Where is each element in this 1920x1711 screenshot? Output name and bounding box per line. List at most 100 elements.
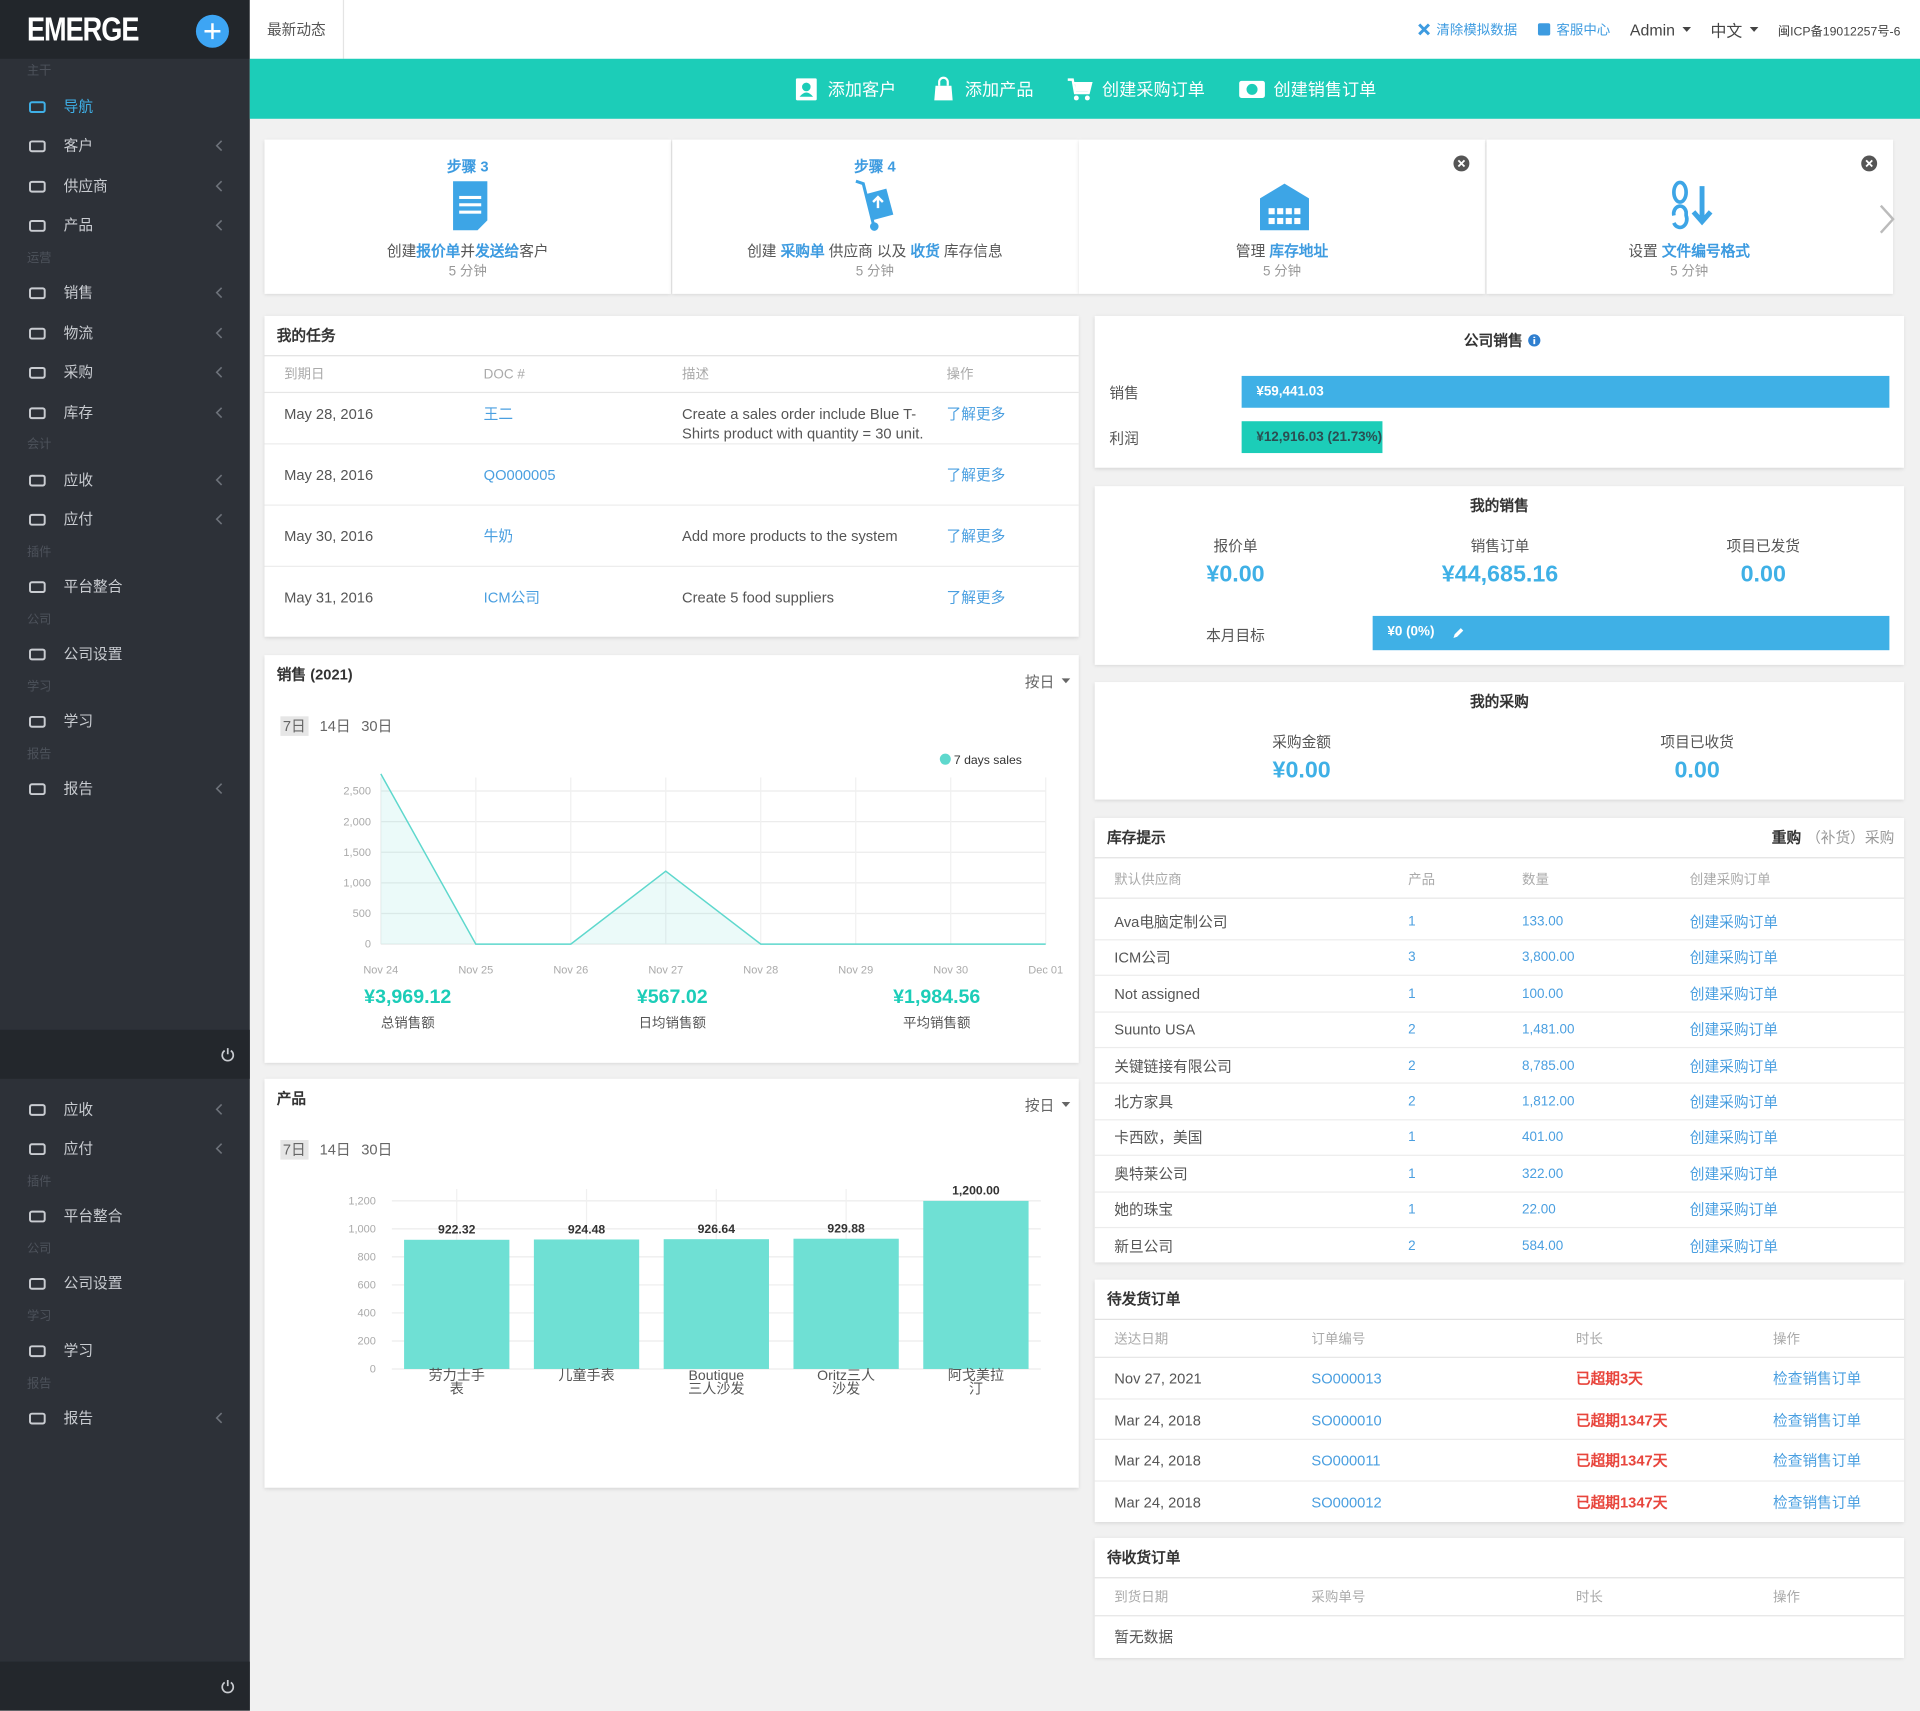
step-link[interactable]: 报价单 [416, 242, 461, 260]
order-number[interactable]: SO000012 [1311, 1493, 1382, 1511]
y-tick-label: 500 [353, 908, 371, 920]
supplier: 关键链接有限公司 [1114, 1057, 1232, 1075]
create-po-link[interactable]: 创建采购订单 [1689, 985, 1778, 1003]
step-link[interactable]: 发送给 [475, 242, 520, 260]
menu-heading: 会计 [26, 438, 52, 452]
quick-action[interactable]: 创建销售订单 [1239, 77, 1376, 101]
period-dropdown[interactable]: 按日 [1025, 1095, 1071, 1116]
create-po-link[interactable]: 创建采购订单 [1689, 1237, 1778, 1255]
menu-item[interactable]: 应收 [0, 1089, 250, 1129]
step-link[interactable]: 采购单 [780, 242, 825, 260]
menu-item[interactable]: 应收 [0, 460, 250, 500]
menu-item[interactable]: 销售 [0, 273, 250, 313]
menu-item[interactable]: 客户 [0, 126, 250, 166]
check-order-link[interactable]: 检查销售订单 [1773, 1493, 1862, 1511]
menu-label: 应收 [63, 470, 94, 488]
icon [1075, 83, 1090, 92]
title-rule [264, 355, 1079, 357]
menu-item[interactable]: 应付 [0, 1129, 250, 1169]
menu-item[interactable]: 公司设置 [0, 634, 250, 674]
task-action[interactable]: 了解更多 [946, 466, 1006, 484]
overdue: 已超期1347天 [1575, 1411, 1668, 1429]
quick-action[interactable]: 添加客户 [793, 77, 896, 101]
quick-action[interactable]: 创建采购订单 [1067, 77, 1205, 101]
step-link[interactable]: 收货 [910, 242, 940, 260]
filter-option[interactable]: 重购 [1771, 828, 1802, 847]
x-tick-label: 劳力士手表 [428, 1368, 485, 1398]
task-doc[interactable]: 牛奶 [483, 527, 514, 545]
task-action[interactable]: 了解更多 [946, 405, 1006, 423]
order-number[interactable]: SO000013 [1311, 1370, 1382, 1388]
menu-item[interactable]: 学习 [0, 1331, 250, 1371]
step-link[interactable]: 文件编号格式 [1661, 242, 1751, 260]
topbar-menu[interactable]: Admin [1630, 20, 1691, 39]
menu-item[interactable]: 学习 [0, 702, 250, 742]
power-button[interactable] [220, 1679, 235, 1694]
menu-item[interactable]: 公司设置 [0, 1264, 250, 1304]
range-tab[interactable]: 14日 [319, 1141, 351, 1159]
chevron [215, 287, 223, 299]
check-order-link[interactable]: 检查销售订单 [1773, 1411, 1862, 1429]
menu-item[interactable]: 采购 [0, 353, 250, 393]
menu-item[interactable]: 供应商 [0, 166, 250, 206]
create-po-link[interactable]: 创建采购订单 [1689, 913, 1778, 931]
column-header: 采购单号 [1311, 1590, 1366, 1606]
create-po-link[interactable]: 创建采购订单 [1689, 1021, 1778, 1039]
menu-item[interactable]: 库存 [0, 392, 250, 432]
menu-item[interactable]: 平台整合 [0, 567, 250, 607]
task-doc[interactable]: QO000005 [483, 466, 556, 484]
next-arrow[interactable] [1877, 203, 1897, 235]
menu-label: 应付 [63, 510, 94, 528]
topbar-menu[interactable]: 中文 [1711, 18, 1759, 41]
create-po-link[interactable]: 创建采购订单 [1689, 1201, 1778, 1219]
period-dropdown[interactable]: 按日 [1025, 671, 1071, 692]
menu-item[interactable]: 导航 [0, 86, 250, 126]
task-action[interactable]: 了解更多 [946, 588, 1006, 607]
topbar-tab[interactable]: 最新动态 [250, 0, 345, 59]
step-link[interactable]: 库存地址 [1269, 242, 1329, 260]
range-tab[interactable]: 7日 [280, 716, 309, 736]
add-button[interactable] [195, 14, 229, 48]
power-button[interactable] [220, 1047, 235, 1062]
close-button[interactable] [1453, 155, 1470, 172]
create-po-link[interactable]: 创建采购订单 [1689, 1129, 1778, 1147]
order-number[interactable]: SO000011 [1311, 1452, 1381, 1470]
target-bar[interactable]: ¥0 (0%) [1372, 615, 1890, 651]
column-header: 时长 [1575, 1590, 1603, 1606]
task-doc[interactable]: 王二 [483, 405, 514, 423]
menu-item[interactable]: 应付 [0, 500, 250, 540]
create-po-link[interactable]: 创建采购订单 [1689, 1093, 1778, 1111]
create-po-link[interactable]: 创建采购订单 [1689, 1057, 1778, 1075]
menu-item[interactable]: 物流 [0, 313, 250, 353]
range-tab[interactable]: 14日 [319, 717, 351, 735]
step-text: 设置 文件编号格式 [1486, 240, 1893, 261]
menu-icon-shape [29, 1103, 46, 1116]
task-action[interactable]: 了解更多 [946, 527, 1006, 545]
filter-option[interactable]: 采购 [1864, 828, 1895, 847]
quick-action[interactable]: 添加产品 [931, 76, 1034, 101]
create-po-link[interactable]: 创建采购订单 [1689, 1165, 1778, 1183]
chevron [215, 180, 223, 191]
card-title: 我的任务 [276, 326, 336, 345]
check-order-link[interactable]: 检查销售订单 [1773, 1452, 1862, 1470]
menu-item[interactable]: 平台整合 [0, 1197, 250, 1237]
quick-action-label: 添加产品 [964, 78, 1034, 99]
topbar-link[interactable]: 客服中心 [1537, 20, 1610, 40]
range-tab[interactable]: 30日 [361, 1141, 393, 1159]
create-po-link[interactable]: 创建采购订单 [1689, 949, 1778, 967]
check-order-link[interactable]: 检查销售订单 [1773, 1370, 1862, 1388]
close-button[interactable] [1860, 155, 1877, 172]
range-tab[interactable]: 30日 [361, 717, 393, 735]
menu-item[interactable]: 报告 [0, 1399, 250, 1439]
supplier: 奥特莱公司 [1114, 1165, 1188, 1183]
chevron-icon [215, 180, 223, 191]
quantity: 1,481.00 [1522, 1022, 1575, 1038]
menu-item[interactable]: 产品 [0, 206, 250, 246]
menu-item[interactable]: 报告 [0, 769, 250, 809]
range-tab[interactable]: 7日 [280, 1140, 309, 1160]
topbar-link[interactable]: 清除模拟数据 [1417, 20, 1517, 40]
step-label: 步骤 3 [446, 157, 489, 176]
filter-option[interactable]: （补货） [1806, 828, 1865, 847]
order-number[interactable]: SO000010 [1311, 1411, 1382, 1429]
task-doc[interactable]: ICM公司 [483, 588, 541, 607]
